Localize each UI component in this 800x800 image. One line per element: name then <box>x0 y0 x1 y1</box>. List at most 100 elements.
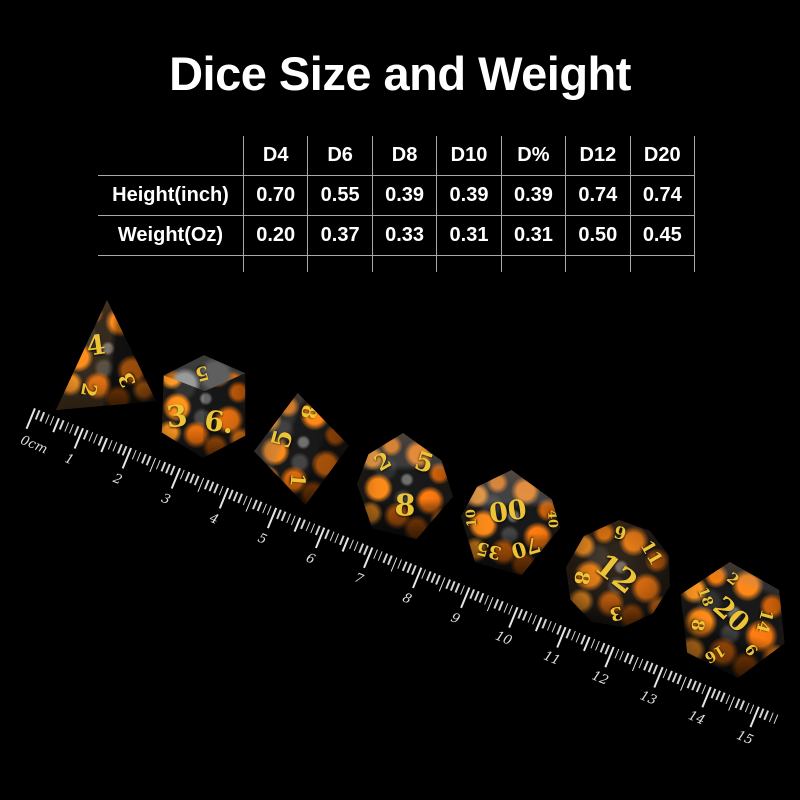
ruler-tick <box>604 644 610 655</box>
ruler-tick <box>339 535 345 546</box>
ruler-tick <box>232 491 239 502</box>
ruler-tick <box>63 421 70 432</box>
ruler-tick <box>97 435 104 446</box>
ruler-tick <box>387 555 393 566</box>
ruler-tick <box>107 439 113 450</box>
ruler-tick <box>73 425 79 436</box>
ruler-label: 13 <box>637 688 659 709</box>
column-header-d6: D6 <box>308 136 373 176</box>
ruler-tick <box>570 630 576 641</box>
ruler-tick <box>348 539 354 550</box>
ruler-tick <box>728 696 736 711</box>
ruler-tick <box>556 624 562 635</box>
ruler-tick <box>667 670 673 681</box>
column-header-d8: D8 <box>372 136 438 176</box>
ruler-tick <box>83 429 89 440</box>
ruler-tick <box>734 698 741 709</box>
table-corner-cell <box>98 136 244 176</box>
ruler-tick <box>396 559 403 570</box>
ruler-tick <box>228 489 234 500</box>
ruler-tick <box>662 668 668 679</box>
grid-line-tail <box>244 256 309 272</box>
ruler-tick <box>507 604 514 615</box>
ruler-tick <box>486 596 494 612</box>
ruler-label: 11 <box>541 648 563 669</box>
ruler-tick <box>590 638 596 649</box>
ruler-tick <box>100 437 108 453</box>
die-face-number: 12 <box>587 546 644 601</box>
height-value-d8: 0.39 <box>372 176 438 216</box>
ruler-label: 3 <box>158 491 173 509</box>
die-face-number: 70 <box>507 531 544 564</box>
ruler-tick <box>44 413 50 424</box>
ruler-tick <box>445 579 451 589</box>
ruler-tick <box>647 662 654 673</box>
ruler-tick <box>245 497 253 512</box>
die-face-number: 8 <box>686 617 709 633</box>
die-face-number: 18 <box>694 584 716 609</box>
die-d20: 2 18 20 8 14 16 6 <box>680 562 785 678</box>
ruler-tick <box>430 573 437 583</box>
column-header-d20: D20 <box>630 136 695 176</box>
die-face-number: 3 <box>607 601 625 625</box>
grid-line-tail <box>373 256 438 272</box>
ruler-tick <box>266 505 272 516</box>
ruler-tick <box>565 628 572 639</box>
ruler-tick <box>35 409 41 420</box>
ruler-tick <box>363 545 369 556</box>
die-face-number: 10 <box>463 508 481 528</box>
ruler-tick <box>758 708 765 719</box>
ruler-tick <box>483 594 490 605</box>
die-face-number: 2 <box>75 381 103 400</box>
die-face-number: 16 <box>701 640 729 667</box>
ruler-tick <box>623 652 630 663</box>
ruler-tick <box>257 501 263 512</box>
ruler-tick <box>390 557 398 572</box>
ruler-tick <box>583 636 591 652</box>
ruler-tick <box>242 495 248 506</box>
die-face-number: 11 <box>635 537 667 570</box>
die-d4: 4 2 3 <box>56 300 156 410</box>
die-face-number: 3 <box>164 398 190 436</box>
ruler-tick <box>112 441 118 452</box>
ruler-tick <box>749 704 755 715</box>
ruler-tick <box>459 585 465 595</box>
ruler-label: 6 <box>303 550 318 568</box>
die-face-number: 8 <box>296 403 323 421</box>
ruler-label: 0cm <box>18 432 50 458</box>
ruler-label: 1 <box>62 451 76 469</box>
ruler-tick <box>454 583 461 593</box>
grid-line-tail <box>98 256 244 272</box>
ruler-tick <box>314 525 321 536</box>
ruler-tick <box>744 702 750 713</box>
column-header-dpercent: D% <box>501 136 567 176</box>
die-d8: 8 5 1 <box>254 393 349 505</box>
ruler-label: 12 <box>589 668 611 689</box>
height-value-d20: 0.74 <box>630 176 695 216</box>
weight-value-d6: 0.37 <box>308 216 373 256</box>
ruler-tick <box>527 612 533 623</box>
die-face-number: 1 <box>285 472 311 489</box>
ruler-label: 10 <box>492 628 514 649</box>
ruler-tick <box>237 493 243 504</box>
ruler-tick <box>160 461 166 472</box>
die-d6: 5 3 6. <box>156 352 252 458</box>
ruler-tick <box>382 553 388 564</box>
ruler-tick <box>425 571 432 581</box>
ruler-tick <box>691 680 697 691</box>
ruler-tick <box>310 523 316 534</box>
ruler-label: 14 <box>686 708 708 729</box>
ruler-tick <box>710 688 716 699</box>
ruler-tick <box>300 519 306 530</box>
ruler-label: 4 <box>207 510 221 528</box>
ruler-tick <box>252 499 258 510</box>
ruler-tick <box>628 654 634 665</box>
ruler-tick <box>517 608 523 619</box>
column-header-d12: D12 <box>566 136 631 176</box>
ruler-tick <box>575 632 581 643</box>
ruler-tick <box>701 684 707 695</box>
ruler-tick <box>52 417 60 433</box>
die-face-number: 8 <box>393 488 417 524</box>
ruler-tick <box>334 533 340 544</box>
die-face-number: 5 <box>266 426 301 452</box>
